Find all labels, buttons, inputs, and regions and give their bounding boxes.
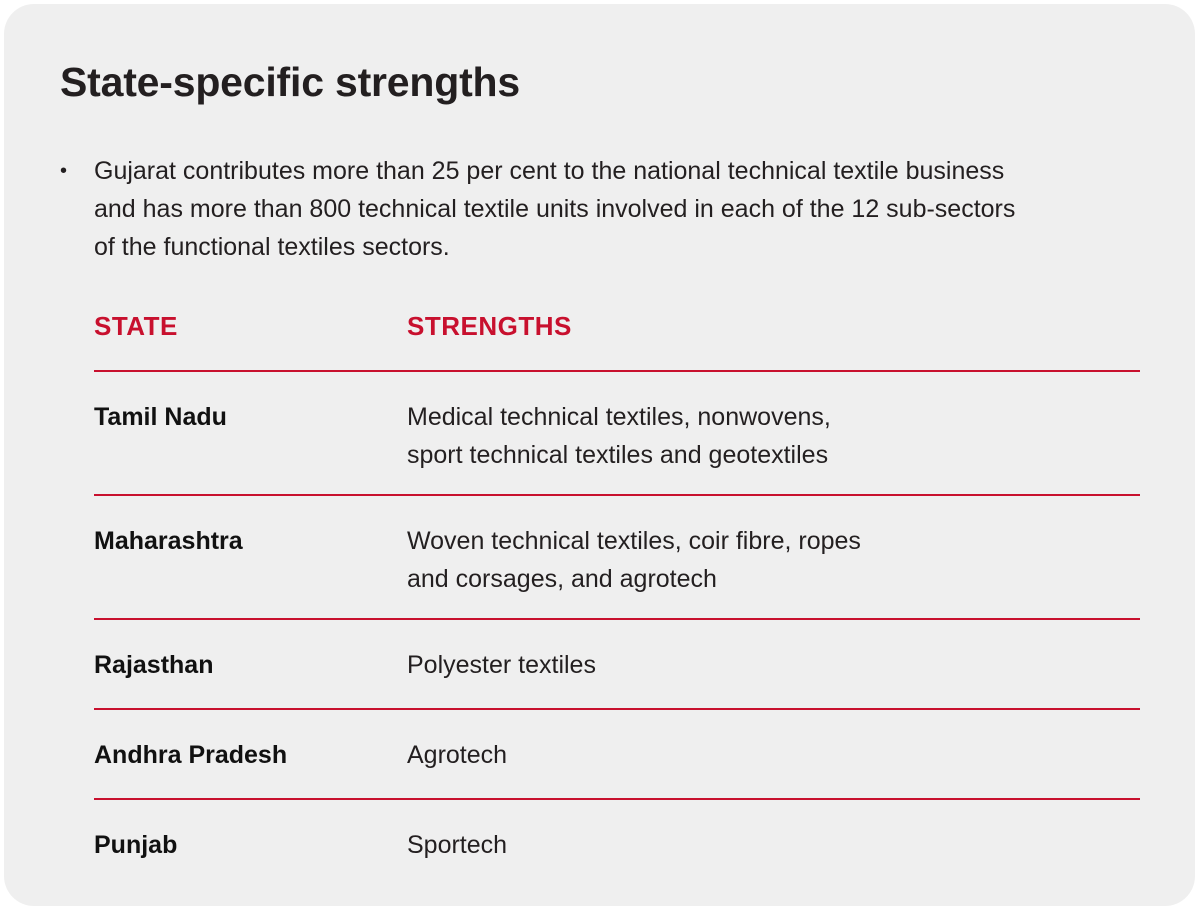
table-row: Rajasthan Polyester textiles [94, 620, 1140, 710]
info-card: State-specific strengths • Gujarat contr… [4, 4, 1195, 906]
strengths-cell: Woven technical textiles, coir fibre, ro… [407, 522, 927, 598]
strengths-line: Sportech [407, 831, 508, 859]
bullet-text-line: Gujarat contributes more than 25 per cen… [94, 157, 1005, 185]
bullet-icon: • [60, 160, 68, 182]
bullet-list: • Gujarat contributes more than 25 per c… [60, 152, 1120, 266]
state-cell: Tamil Nadu [94, 403, 227, 431]
strengths-line: Polyester textiles [407, 651, 596, 679]
strengths-line: and corsages, and agrotech [407, 565, 717, 593]
strengths-cell: Sportech [407, 826, 927, 864]
table-row: Tamil Nadu Medical technical textiles, n… [94, 372, 1140, 496]
state-cell: Andhra Pradesh [94, 741, 288, 769]
strengths-cell: Medical technical textiles, nonwovens, s… [407, 398, 927, 474]
list-item: • Gujarat contributes more than 25 per c… [60, 152, 1120, 266]
state-cell: Rajasthan [94, 651, 214, 679]
state-cell: Maharashtra [94, 527, 243, 555]
table-row: Maharashtra Woven technical textiles, co… [94, 496, 1140, 620]
bullet-text-line: of the functional textiles sectors. [94, 233, 450, 261]
strengths-table: STATE STRENGTHS Tamil Nadu Medical techn… [94, 304, 1140, 890]
column-header-strengths: STRENGTHS [407, 311, 572, 341]
state-cell: Punjab [94, 831, 178, 859]
column-header-state: STATE [94, 311, 178, 341]
strengths-cell: Polyester textiles [407, 646, 927, 684]
table-row: Andhra Pradesh Agrotech [94, 710, 1140, 800]
table-header: STATE STRENGTHS [94, 304, 1140, 372]
strengths-line: Agrotech [407, 741, 508, 769]
table-row: Punjab Sportech [94, 800, 1140, 890]
bullet-text-line: and has more than 800 technical textile … [94, 195, 1016, 223]
page-title: State-specific strengths [60, 59, 520, 105]
strengths-line: Woven technical textiles, coir fibre, ro… [407, 527, 861, 555]
strengths-cell: Agrotech [407, 736, 927, 774]
strengths-line: Medical technical textiles, nonwovens, [407, 403, 831, 431]
strengths-line: sport technical textiles and geotextiles [407, 441, 829, 469]
